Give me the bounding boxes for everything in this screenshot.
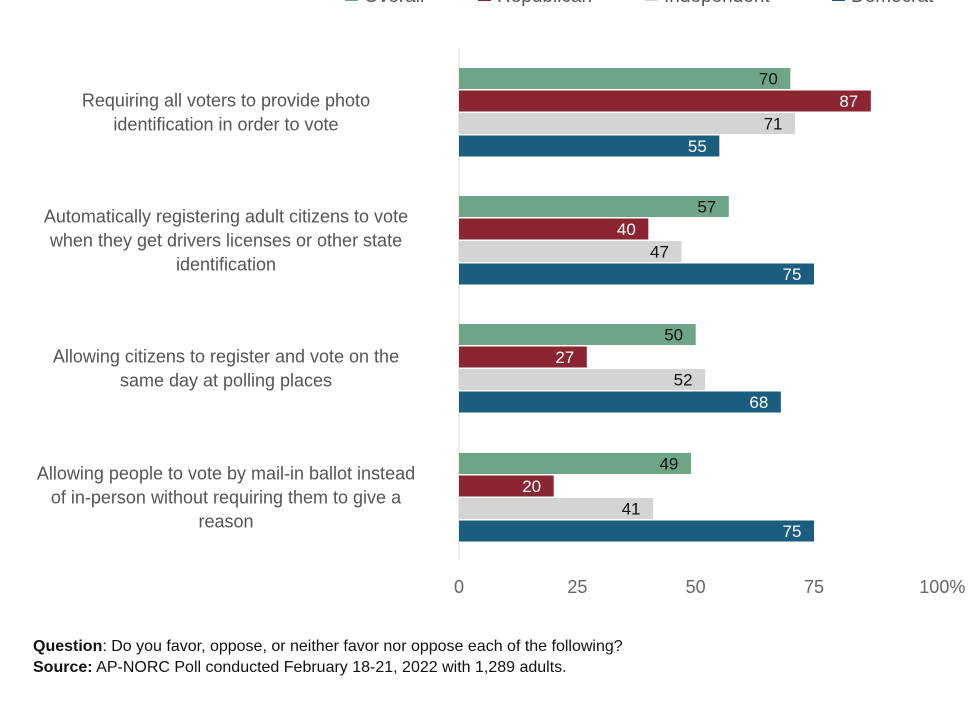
question-text: : Do you favor, oppose, or neither favor… bbox=[102, 638, 623, 655]
bar-overall bbox=[459, 68, 791, 89]
x-tick-label: 25 bbox=[567, 577, 587, 597]
bar-democrat bbox=[459, 135, 720, 157]
bar-republican bbox=[459, 346, 587, 368]
question-label: Question bbox=[33, 638, 103, 655]
category-label-line: Allowing citizens to register and vote o… bbox=[53, 346, 399, 366]
bar-chart: Requiring all voters to provide photo ide… bbox=[37, 48, 965, 597]
value-label: 68 bbox=[749, 393, 768, 412]
bar-independent bbox=[459, 241, 682, 262]
category-label-line: same day at polling places bbox=[120, 370, 332, 390]
source-note: Source: AP-NORC Poll conducted February … bbox=[33, 657, 623, 678]
category-label-line: reason bbox=[198, 511, 253, 531]
category-label-line: identification bbox=[176, 254, 276, 274]
legend-item-democrat: Democrat bbox=[832, 0, 933, 8]
category-label-line: of in-person without requiring them to g… bbox=[51, 487, 402, 507]
x-tick-label: 100% bbox=[919, 577, 965, 597]
chart-footer: Question: Do you favor, oppose, or neith… bbox=[33, 636, 623, 678]
category-label: Automatically registering adult citizens… bbox=[44, 206, 408, 274]
category-label-line: Requiring all voters to provide photo bbox=[82, 90, 370, 110]
value-label: 20 bbox=[522, 477, 541, 496]
value-label: 55 bbox=[688, 137, 707, 156]
category-label-line: Automatically registering adult citizens… bbox=[44, 206, 408, 226]
value-label: 50 bbox=[664, 326, 683, 345]
legend-item-overall: Overall bbox=[345, 0, 424, 8]
value-label: 75 bbox=[783, 522, 802, 541]
bar-overall bbox=[459, 324, 696, 345]
legend-swatch bbox=[645, 0, 658, 1]
bar-republican bbox=[459, 90, 871, 112]
value-label: 71 bbox=[764, 115, 783, 134]
bar-independent bbox=[459, 113, 796, 134]
value-label: 47 bbox=[650, 243, 669, 262]
legend-swatch bbox=[832, 0, 845, 1]
legend-label: Democrat bbox=[851, 0, 933, 7]
legend-label: Independent bbox=[664, 0, 770, 7]
value-label: 75 bbox=[783, 265, 802, 284]
legend-swatch bbox=[345, 0, 358, 1]
category-label: Requiring all voters to provide photo ide… bbox=[82, 90, 370, 134]
value-label: 40 bbox=[617, 220, 636, 239]
legend-item-republican: Republican bbox=[478, 0, 592, 8]
category-label-line: Allowing people to vote by mail-in ballo… bbox=[37, 463, 415, 483]
legend-item-independent: Independent bbox=[645, 0, 770, 8]
value-label: 87 bbox=[839, 92, 858, 111]
value-label: 52 bbox=[674, 371, 693, 390]
value-label: 70 bbox=[759, 70, 778, 89]
x-tick-label: 50 bbox=[686, 577, 706, 597]
source-text: AP-NORC Poll conducted February 18-21, 2… bbox=[92, 659, 567, 676]
bar-republican bbox=[459, 218, 649, 240]
bar-independent bbox=[459, 369, 706, 390]
bar-overall bbox=[459, 196, 729, 217]
legend-swatch bbox=[478, 0, 491, 1]
value-label: 57 bbox=[697, 198, 716, 217]
bar-independent bbox=[459, 498, 654, 519]
legend-label: Overall bbox=[364, 0, 424, 7]
value-label: 27 bbox=[555, 348, 574, 367]
value-label: 41 bbox=[622, 500, 641, 519]
x-tick-label: 75 bbox=[804, 577, 824, 597]
source-label: Source: bbox=[33, 659, 93, 676]
bar-democrat bbox=[459, 391, 781, 413]
category-label: Allowing citizens to register and vote o… bbox=[53, 346, 399, 390]
chart-legend: Overall Republican Independent Democrat bbox=[0, 0, 980, 10]
value-label: 49 bbox=[659, 455, 678, 474]
category-label: Allowing people to vote by mail-in ballo… bbox=[37, 463, 415, 531]
bar-democrat bbox=[459, 520, 814, 542]
bar-democrat bbox=[459, 263, 814, 285]
question-note: Question: Do you favor, oppose, or neith… bbox=[33, 636, 623, 657]
bar-overall bbox=[459, 453, 691, 474]
legend-label: Republican bbox=[497, 0, 592, 7]
category-label-line: when they get drivers licenses or other … bbox=[49, 230, 402, 250]
category-label-line: identification in order to vote bbox=[113, 114, 338, 134]
x-tick-label: 0 bbox=[454, 577, 464, 597]
bar-republican bbox=[459, 475, 554, 497]
